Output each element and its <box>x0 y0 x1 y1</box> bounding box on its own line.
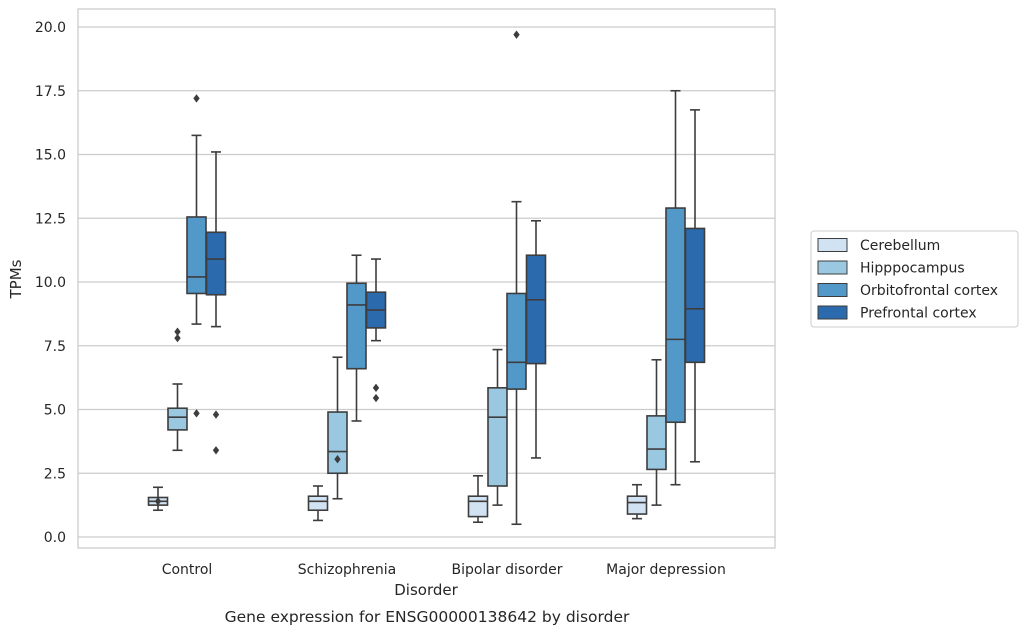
plot-frame <box>77 8 776 549</box>
outlier-point <box>174 333 181 343</box>
y-tick-labels: 0.0 2.5 5.0 7.5 10.0 12.5 15.0 17.5 20.0 <box>35 20 66 546</box>
legend-label: Cerebellum <box>860 238 940 254</box>
outlier-point <box>212 446 220 455</box>
outlier-point <box>174 327 181 336</box>
y-tick-label: 17.5 <box>35 84 66 100</box>
x-tick-label: Control <box>162 562 213 578</box>
box-1-3 <box>646 358 667 506</box>
y-tick-label: 10.0 <box>35 275 66 291</box>
legend-swatch <box>817 305 848 320</box>
outlier-point <box>212 410 220 419</box>
box-0-0 <box>147 486 169 512</box>
box-3-1 <box>365 258 387 403</box>
legend-label: Prefrontal cortex <box>860 306 977 322</box>
box-body <box>506 292 527 390</box>
box-0-3 <box>626 483 648 520</box>
box-body <box>205 231 227 296</box>
outlier-point <box>334 455 341 464</box>
y-tick-label: 0.0 <box>44 530 66 546</box>
boxes <box>147 30 706 526</box>
box-1-2 <box>487 348 508 506</box>
outlier-point <box>193 409 200 418</box>
legend-label: Orbitofrontal cortex <box>860 283 998 299</box>
y-tick-label: 20.0 <box>35 20 66 36</box>
box-body <box>525 254 547 365</box>
box-body <box>646 415 667 471</box>
box-3-0 <box>205 151 227 455</box>
box-body <box>626 495 648 515</box>
box-1-1 <box>327 356 348 500</box>
box-body <box>307 495 329 512</box>
box-body <box>167 407 188 431</box>
box-2-1 <box>346 254 367 422</box>
y-tick-label: 15.0 <box>35 148 66 164</box>
legend-swatch <box>817 283 848 297</box>
outlier-point <box>372 383 380 393</box>
outlier-point <box>154 497 162 506</box>
chart-caption: Gene expression for ENSG00000138642 by d… <box>225 608 630 626</box>
box-body <box>665 207 686 424</box>
y-tick-label: 7.5 <box>44 339 66 355</box>
outlier-point <box>372 393 380 403</box>
legend-swatch <box>817 260 848 275</box>
box-body <box>327 411 348 475</box>
x-axis-label: Disorder <box>394 581 458 599</box>
box-3-3 <box>684 109 706 463</box>
box-1-0 <box>167 327 188 452</box>
legend-swatch <box>817 238 848 252</box>
box-2-3 <box>665 89 686 486</box>
x-tick-label: Schizophrenia <box>298 562 396 578</box>
box-0-2 <box>467 474 489 524</box>
outlier-point <box>193 94 200 103</box>
legend-frame <box>810 230 1019 328</box>
legend: Cerebellum Hipppocampus Orbitofrontal cort… <box>810 230 1019 328</box>
outlier-point <box>513 30 520 39</box>
y-tick-label: 12.5 <box>35 211 66 227</box>
x-tick-label: Major depression <box>606 562 726 578</box>
y-tick-label: 2.5 <box>44 466 66 482</box>
box-2-2 <box>506 30 527 526</box>
box-3-2 <box>525 220 547 459</box>
box-2-0 <box>186 94 207 418</box>
box-body <box>186 216 207 295</box>
y-axis-label: TPMs <box>7 259 25 299</box>
box-body <box>346 282 367 370</box>
box-body <box>684 227 706 364</box>
x-tick-label: Bipolar disorder <box>451 562 562 578</box>
box-0-1 <box>307 485 329 522</box>
y-tick-label: 5.0 <box>44 403 66 419</box>
box-body <box>487 387 508 487</box>
legend-label: Hipppocampus <box>860 261 965 277</box>
x-tick-labels: Control Schizophrenia Bipolar disorder Majo… <box>162 562 726 578</box>
box-body <box>467 495 489 518</box>
